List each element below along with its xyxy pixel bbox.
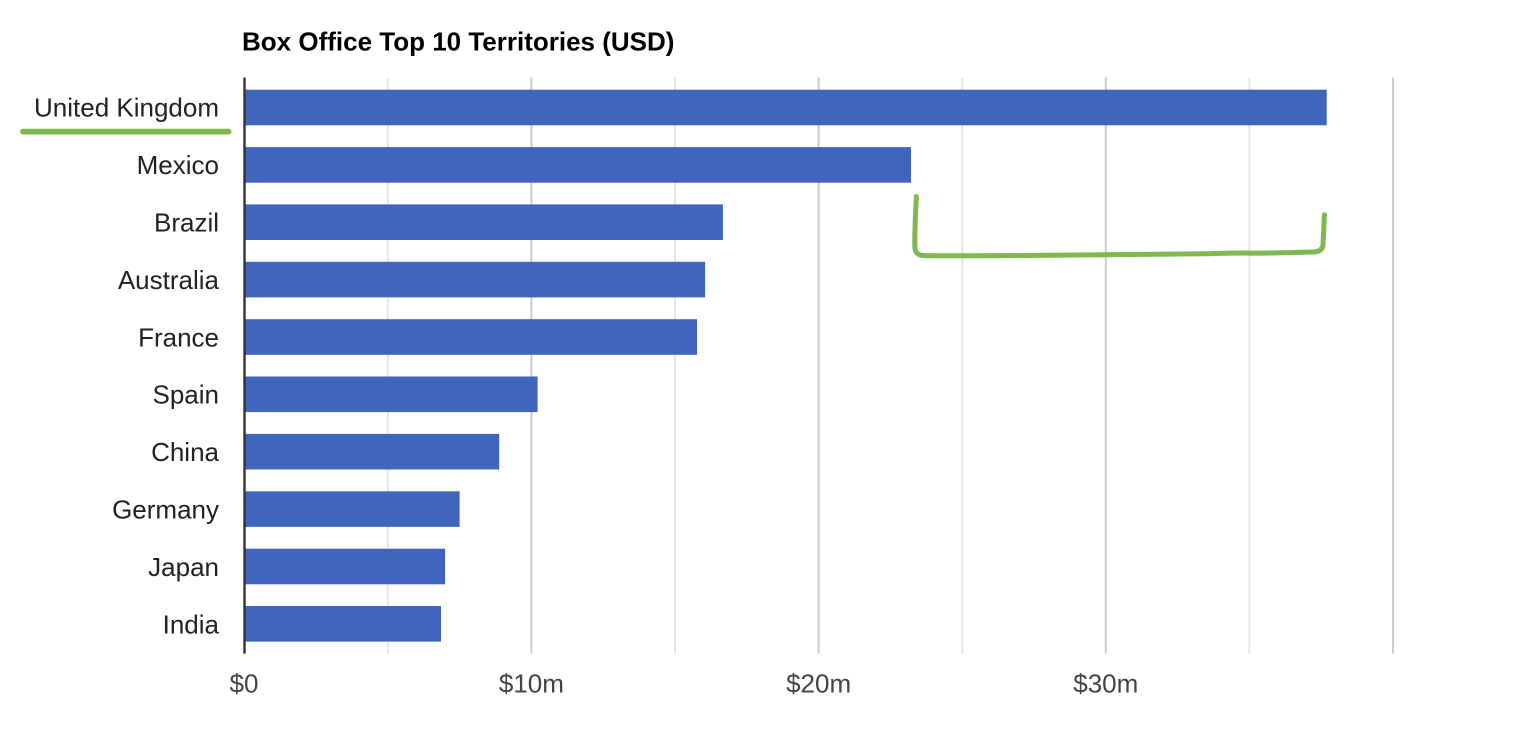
- svg-text:Australia: Australia: [118, 265, 220, 295]
- svg-text:France: France: [138, 322, 219, 352]
- svg-text:$10m: $10m: [499, 669, 564, 699]
- svg-text:Japan: Japan: [148, 552, 219, 582]
- svg-text:Spain: Spain: [153, 380, 220, 410]
- svg-text:$20m: $20m: [786, 669, 851, 699]
- svg-text:India: India: [163, 609, 220, 639]
- svg-text:Mexico: Mexico: [137, 150, 219, 180]
- svg-text:$30m: $30m: [1073, 669, 1138, 699]
- svg-text:Brazil: Brazil: [154, 208, 219, 238]
- svg-text:$0: $0: [230, 669, 259, 699]
- svg-text:China: China: [151, 437, 219, 467]
- svg-text:United Kingdom: United Kingdom: [34, 93, 219, 123]
- svg-text:Germany: Germany: [112, 495, 219, 525]
- svg-text:Box Office Top 10 Territories: Box Office Top 10 Territories (USD): [242, 26, 674, 56]
